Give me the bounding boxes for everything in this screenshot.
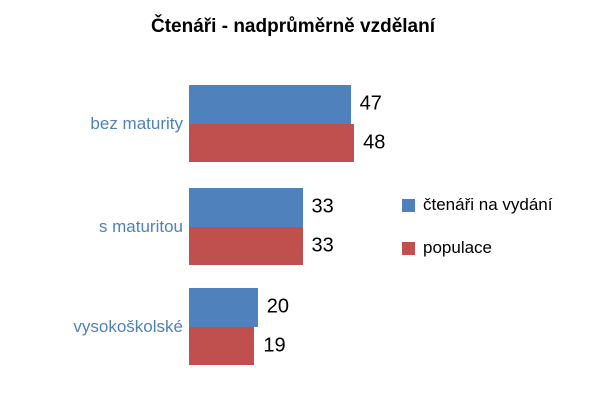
- category-label: s maturitou: [98, 216, 183, 236]
- value-label: 33: [311, 234, 334, 257]
- legend: čtenáři na vydání populace: [402, 194, 552, 259]
- legend-label-series2: populace: [423, 238, 493, 257]
- bar-series2[interactable]: [189, 226, 303, 265]
- legend-item-series1[interactable]: čtenáři na vydání: [402, 194, 552, 216]
- bar-series1[interactable]: [189, 288, 258, 327]
- bar-series1[interactable]: [189, 85, 351, 124]
- category-label: bez maturity: [90, 113, 183, 133]
- series2-swatch-icon: [402, 241, 415, 255]
- value-label: 19: [263, 334, 286, 357]
- chart-title: Čtenáři - nadprůměrně vzdělaní: [150, 16, 435, 37]
- value-label: 48: [363, 131, 386, 154]
- bar-series2[interactable]: [189, 326, 254, 365]
- value-label: 20: [266, 295, 290, 318]
- bar-series1[interactable]: [189, 188, 303, 227]
- legend-item-series2[interactable]: populace: [402, 237, 552, 259]
- legend-label-series1: čtenáři na vydání: [423, 195, 553, 214]
- series1-swatch-icon: [402, 198, 415, 212]
- category-label: vysokoškolské: [73, 316, 183, 336]
- value-label: 33: [311, 195, 334, 218]
- bar-series2[interactable]: [189, 123, 354, 162]
- value-label: 47: [359, 92, 382, 115]
